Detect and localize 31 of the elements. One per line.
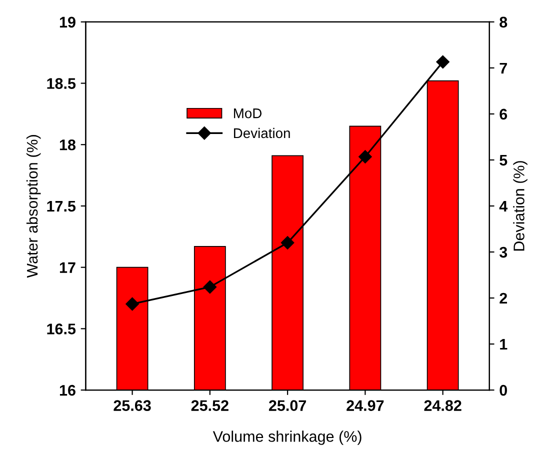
y2-tick-label: 7 xyxy=(500,62,507,74)
x-tick-label: 24.97 xyxy=(346,400,384,411)
x-tick-label: 24.82 xyxy=(424,400,462,411)
legend-label: MoD xyxy=(234,108,262,118)
legend-label: Deviation xyxy=(234,128,290,138)
x-tick-label: 25.63 xyxy=(114,400,151,412)
y2-tick-label: 3 xyxy=(499,246,508,258)
y2-tick-label: 5 xyxy=(500,154,508,166)
point xyxy=(126,297,139,311)
point xyxy=(358,150,372,164)
y2-tick-label: 0 xyxy=(500,384,507,396)
x-tick-label: 25.52 xyxy=(191,400,228,411)
y-tick-label: 19 xyxy=(60,16,76,28)
y-tick-label: 17.5 xyxy=(47,200,76,212)
point xyxy=(280,236,294,250)
y2-tick-label: 6 xyxy=(500,108,508,120)
point xyxy=(203,280,217,294)
y2-tick-label: 2 xyxy=(500,292,508,304)
point xyxy=(436,55,450,69)
y2-tick-label: 8 xyxy=(500,16,508,28)
y-tick-label: 18.5 xyxy=(47,78,76,89)
y2-tick-label: 4 xyxy=(499,200,508,212)
x-tick-label: 25.07 xyxy=(268,400,306,411)
y-tick-label: 18 xyxy=(60,139,76,150)
y-tick-label: 17 xyxy=(60,262,76,273)
y2-axis-title: Deviation (%) xyxy=(513,161,528,251)
x-axis-title: Volume shrinkage (%) xyxy=(212,430,362,445)
y2-tick-label: 1 xyxy=(500,339,508,350)
y-tick-label: 16.5 xyxy=(47,324,76,334)
y-tick-label: 16 xyxy=(60,384,76,396)
y-axis-title: Water absorption (%) xyxy=(26,135,41,278)
